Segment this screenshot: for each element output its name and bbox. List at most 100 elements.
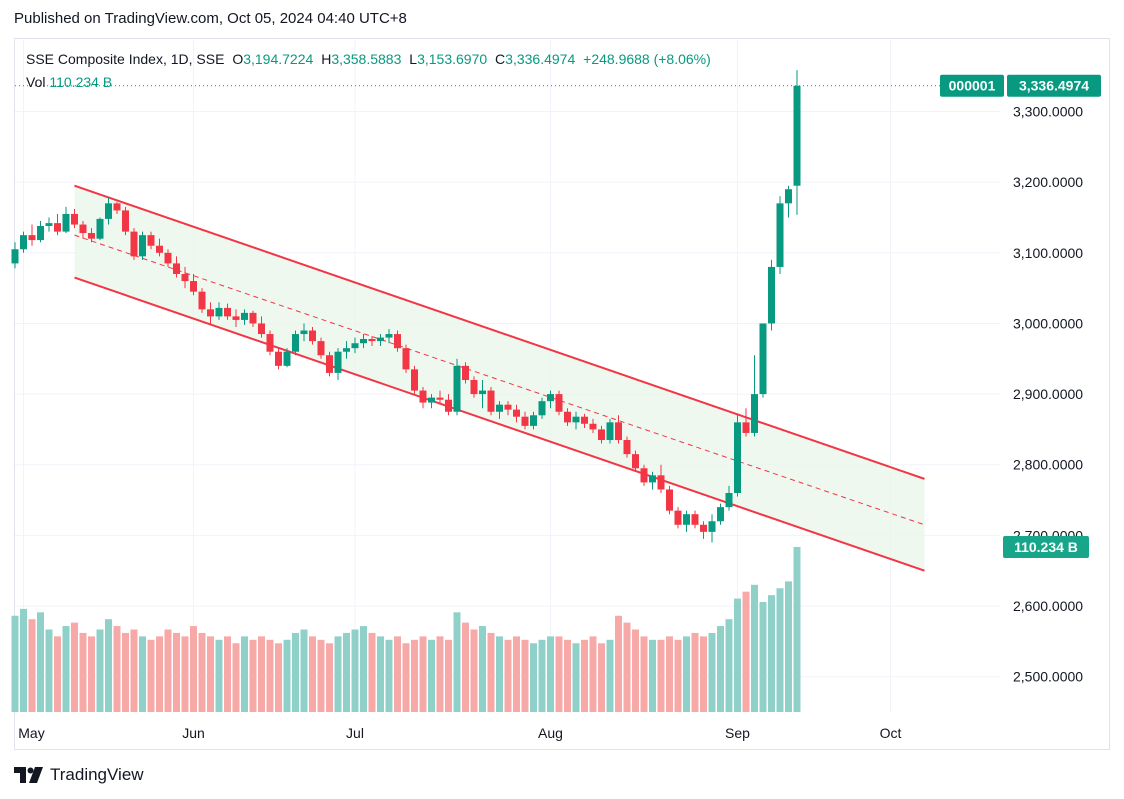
volume-bar bbox=[708, 632, 716, 712]
volume-bar bbox=[215, 639, 223, 712]
volume-bar bbox=[547, 636, 554, 712]
volume-bar bbox=[326, 643, 333, 712]
candle-body bbox=[258, 323, 265, 335]
tradingview-logo-icon bbox=[14, 767, 43, 783]
y-tick-label: 2,600.0000 bbox=[1013, 598, 1083, 614]
published-caption: Published on TradingView.com, Oct 05, 20… bbox=[14, 10, 407, 27]
candle-body bbox=[122, 210, 129, 232]
channel-lower-line bbox=[74, 276, 925, 572]
price-tag bbox=[1007, 74, 1101, 97]
candle-body bbox=[232, 316, 240, 320]
y-tick-label: 2,500.0000 bbox=[1013, 669, 1083, 685]
candle-body bbox=[691, 514, 699, 525]
candle-body bbox=[326, 355, 333, 373]
volume-bar bbox=[649, 639, 656, 712]
candles bbox=[11, 70, 1000, 543]
volume-bar bbox=[513, 636, 520, 712]
candle-body bbox=[419, 390, 427, 403]
volume-bar bbox=[181, 636, 189, 712]
candle-body bbox=[190, 281, 197, 292]
volume-bar bbox=[207, 636, 214, 712]
candle-body bbox=[402, 348, 410, 370]
price-tags: 000001 3,336.4974 110.234 B bbox=[940, 74, 1101, 558]
brand-footer[interactable]: TradingView bbox=[14, 765, 144, 785]
candle-body bbox=[504, 404, 512, 410]
ohlc-legend: SSE Composite Index, 1D, SSE O3,194.7224… bbox=[26, 51, 715, 67]
candle-body bbox=[79, 224, 87, 234]
volume-bar bbox=[198, 632, 206, 712]
volume-bar bbox=[105, 619, 112, 712]
candle-body bbox=[487, 390, 495, 412]
volume-bar bbox=[360, 626, 367, 712]
volume-bar bbox=[657, 639, 665, 712]
volume-bar bbox=[88, 636, 95, 712]
volume-bar bbox=[139, 636, 146, 712]
volume-bar bbox=[428, 639, 435, 712]
volume-bar bbox=[615, 615, 622, 712]
volume-bar bbox=[717, 626, 724, 712]
candle-body bbox=[198, 291, 206, 310]
volume-bar bbox=[275, 643, 282, 712]
candle-body bbox=[147, 235, 155, 246]
candle-body bbox=[283, 351, 291, 366]
volume-bar bbox=[71, 622, 78, 712]
candle-body bbox=[96, 218, 104, 239]
candle-body bbox=[572, 416, 580, 423]
candle-body bbox=[547, 394, 554, 402]
volume-bar bbox=[411, 639, 418, 712]
candle-body bbox=[649, 475, 656, 483]
volume-bar bbox=[572, 643, 580, 712]
candle-body bbox=[700, 524, 707, 532]
candle-body bbox=[309, 330, 316, 342]
volume-bar bbox=[113, 626, 121, 712]
volume-bar bbox=[402, 643, 410, 712]
candle-body bbox=[734, 422, 741, 493]
candle-body bbox=[640, 468, 648, 483]
volume-bar bbox=[385, 639, 393, 712]
volume-bar bbox=[249, 639, 257, 712]
symbol-tag bbox=[940, 74, 1004, 97]
candle-body bbox=[292, 334, 299, 352]
open-label: O bbox=[232, 51, 244, 67]
volume-bar bbox=[28, 619, 36, 712]
candle-body bbox=[589, 423, 597, 430]
x-tick-label: Jun bbox=[182, 725, 205, 741]
candle-body bbox=[725, 493, 733, 508]
volume-bar bbox=[156, 636, 163, 712]
volume-bar bbox=[258, 636, 265, 712]
channel-middle-line bbox=[74, 234, 925, 526]
candle-body bbox=[130, 231, 138, 257]
candle-body bbox=[249, 312, 257, 324]
volume-bar bbox=[785, 581, 792, 712]
volume-bar bbox=[479, 626, 486, 712]
channel-fill bbox=[74, 185, 925, 571]
candle-body bbox=[555, 394, 563, 412]
candle-body bbox=[266, 334, 274, 352]
candle-body bbox=[683, 514, 690, 525]
candle-body bbox=[742, 422, 750, 433]
volume-bar bbox=[521, 639, 529, 712]
candle-body bbox=[139, 235, 146, 257]
candle-body bbox=[377, 337, 384, 342]
candle-body bbox=[708, 521, 716, 532]
candle-body bbox=[37, 225, 44, 241]
candle-body bbox=[394, 334, 401, 349]
volume-bar bbox=[224, 636, 231, 712]
y-tick-label: 3,100.0000 bbox=[1013, 245, 1083, 261]
candle-body bbox=[71, 213, 78, 225]
volume-bar bbox=[445, 639, 452, 712]
volume-bar bbox=[20, 608, 27, 712]
volume-bar bbox=[700, 636, 707, 712]
symbol-tag-text: 000001 bbox=[949, 78, 996, 94]
volume-bar bbox=[632, 629, 639, 712]
volume-bar bbox=[394, 636, 401, 712]
volume-bar bbox=[419, 636, 427, 712]
volume-bar bbox=[173, 632, 180, 712]
x-tick-label: Jul bbox=[346, 725, 364, 741]
volume-bars bbox=[11, 547, 801, 712]
volume-bar bbox=[130, 629, 138, 712]
volume-bar bbox=[79, 632, 87, 712]
candle-body bbox=[657, 475, 665, 490]
volume-bar bbox=[504, 639, 512, 712]
